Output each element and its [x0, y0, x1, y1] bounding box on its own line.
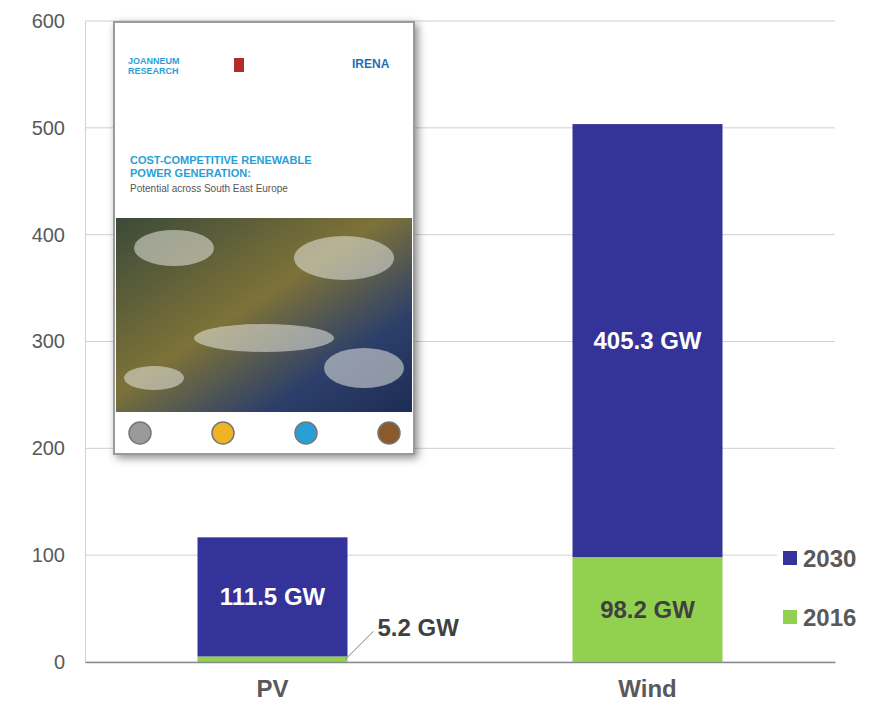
bar: [198, 656, 348, 662]
x-tick: PV: [256, 662, 288, 702]
cover-cloud: [134, 230, 214, 266]
cover-text: COST-COMPETITIVE RENEWABLEPOWER GENERATI…: [130, 154, 312, 179]
cover-text: IRENA: [352, 57, 390, 71]
cover-logo: [234, 58, 244, 72]
y-tick: 100: [32, 544, 85, 566]
y-axis: 0 100 200 300 400 500 600: [32, 10, 86, 673]
cover-text: Potential across South East Europe: [130, 183, 288, 194]
y-tick-label: 0: [54, 651, 65, 673]
legend: 2030 2016: [777, 532, 890, 658]
bar: [573, 557, 723, 662]
cover-cloud: [294, 236, 394, 280]
report-cover: JOANNEUMRESEARCH IRENA COST-COMPETITIVE RE…: [114, 22, 414, 454]
grid: [85, 21, 835, 662]
cover-icon: [295, 422, 317, 444]
cover-icon: [378, 422, 400, 444]
y-tick: 300: [32, 330, 85, 352]
leader-line: [346, 631, 374, 659]
x-tick-label: PV: [256, 675, 288, 702]
y-tick: 600: [32, 10, 85, 32]
chart: 0 100 200 300 400 500 600 JOANNEUMRESEARCH IRENA…: [0, 0, 896, 723]
cover-cloud: [324, 348, 404, 388]
legend-background: [777, 532, 890, 658]
bars: [198, 124, 723, 662]
cover-cloud: [194, 324, 334, 352]
y-tick-label: 200: [32, 437, 65, 459]
y-tick: 200: [32, 437, 85, 459]
y-tick-label: 500: [32, 117, 65, 139]
legend-label: 2016: [803, 604, 856, 631]
cover-text: JOANNEUMRESEARCH: [128, 56, 180, 76]
cover-cloud: [124, 366, 184, 390]
cover-icon: [129, 422, 151, 444]
cover-icon: [212, 422, 234, 444]
x-axis-line: [86, 662, 836, 664]
bar: [198, 537, 348, 656]
bar: [573, 124, 723, 557]
cover-frame: [114, 22, 414, 454]
data-label: 5.2 GW: [378, 614, 460, 641]
legend-swatch: [783, 610, 797, 624]
legend-label: 2030: [803, 545, 856, 572]
y-tick-label: 100: [32, 544, 65, 566]
y-tick: 0: [54, 651, 85, 673]
data-label: 111.5 GW: [220, 583, 326, 610]
y-tick-label: 300: [32, 330, 65, 352]
y-tick-label: 600: [32, 10, 65, 32]
data-label: 98.2 GW: [600, 596, 695, 623]
legend-swatch: [783, 551, 797, 565]
data-label: 405.3 GW: [593, 327, 701, 354]
x-tick: Wind: [618, 662, 676, 702]
y-tick: 500: [32, 117, 85, 139]
data-labels: 5.2 GW 98.2 GW 111.5 GW 405.3 GW: [220, 327, 702, 659]
x-tick-label: Wind: [618, 675, 676, 702]
y-tick-label: 400: [32, 224, 65, 246]
y-tick: 400: [32, 224, 85, 246]
y-axis-line: [85, 22, 86, 663]
cover-image: [116, 218, 412, 412]
x-axis: PV Wind: [86, 662, 836, 702]
